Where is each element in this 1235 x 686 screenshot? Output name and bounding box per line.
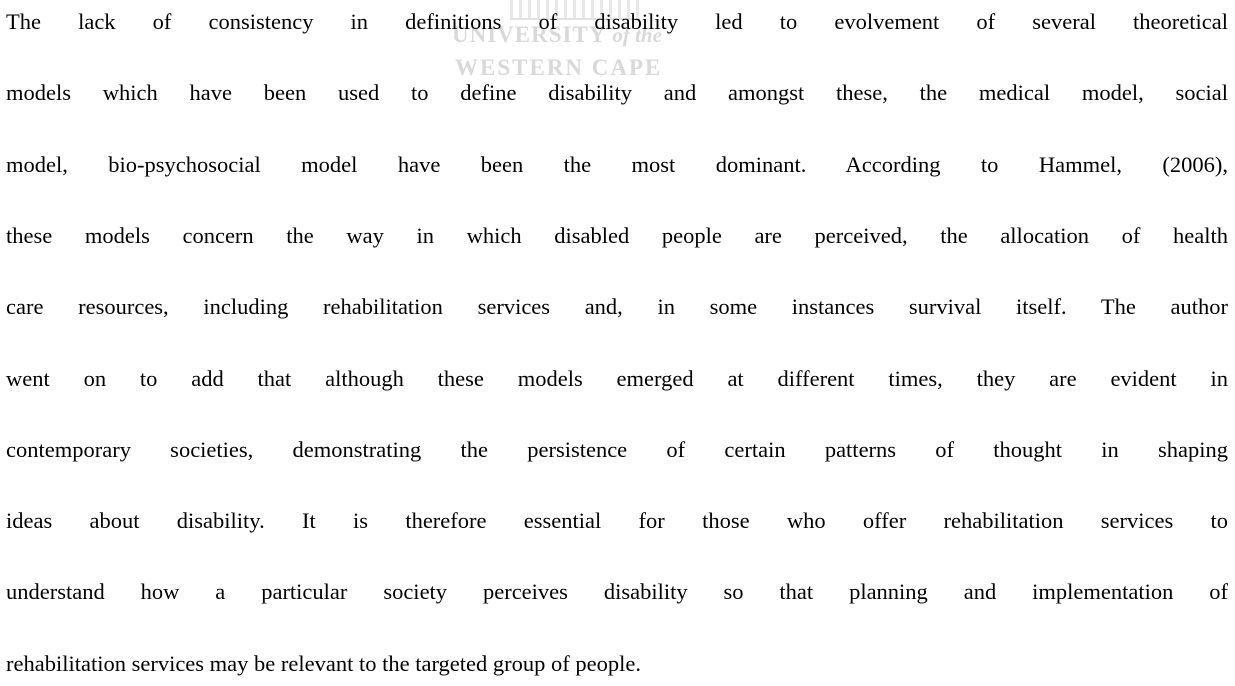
text-line: models which have been used to define di… [6,80,1228,106]
watermark-text: WESTERN CAPE [455,55,663,80]
text-line: model, bio-psychosocial model have been … [6,151,1228,177]
text-line: went on to add that although these model… [6,365,1228,391]
watermark-line: UNIVERSITY of the [452,22,662,48]
text-line: understand how a particular society perc… [6,579,1228,605]
watermark-logo [510,0,640,20]
watermark-text: of the [612,23,662,47]
text-line: The lack of consistency in definitions o… [6,9,1228,34]
text-line: rehabilitation services may be relevant … [6,650,641,676]
text-line: contemporary societies, demonstrating th… [6,436,1228,462]
text-line: care resources, including rehabilitation… [6,294,1228,320]
text-line: these models concern the way in which di… [6,222,1228,248]
text-line: ideas about disability. It is therefore … [6,508,1228,534]
watermark: UNIVERSITY of the WESTERN CAPE [0,0,1235,100]
watermark-text: UNIVERSITY [452,22,606,47]
